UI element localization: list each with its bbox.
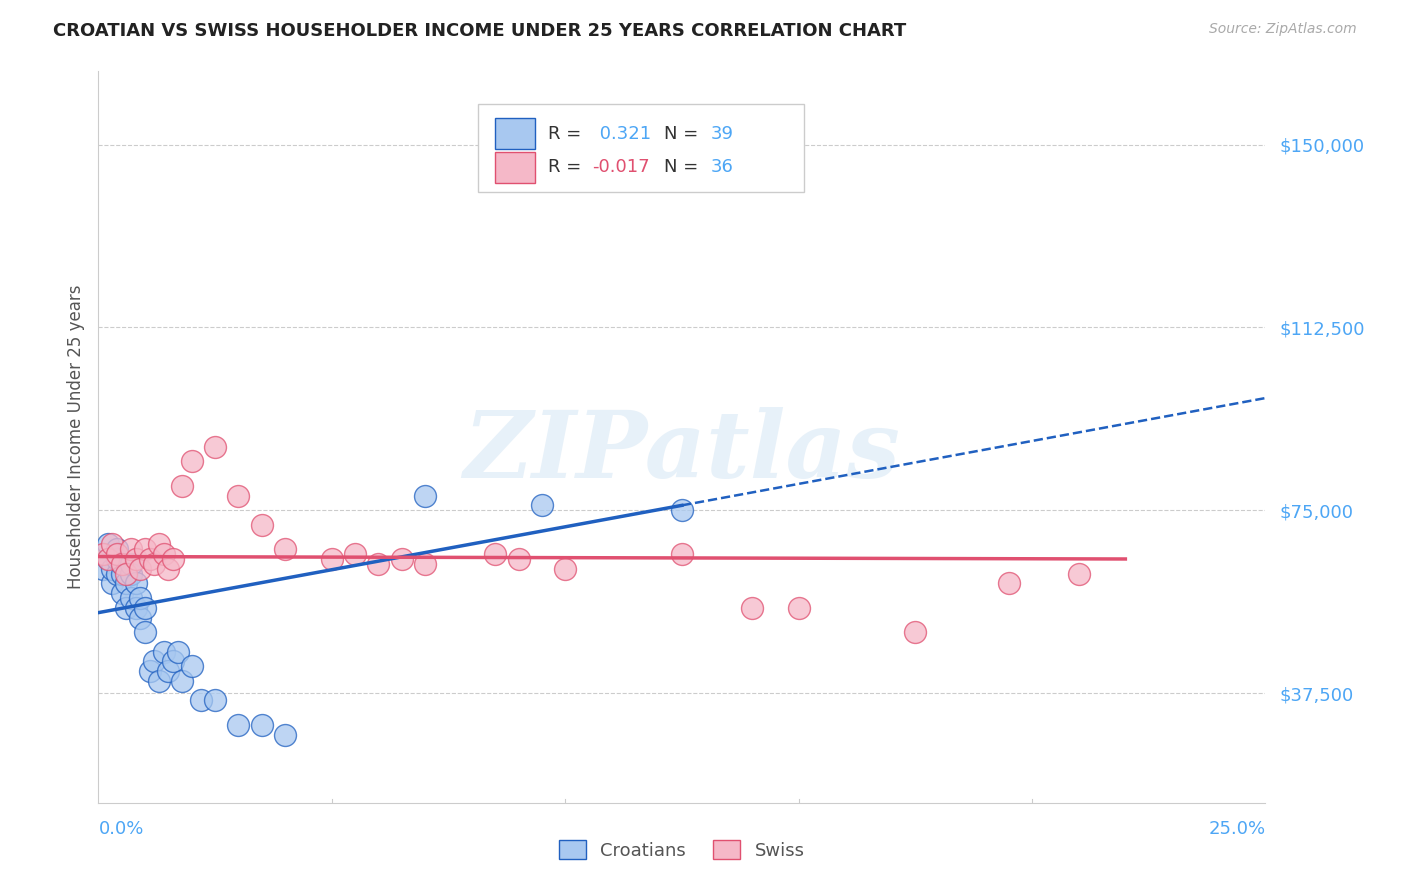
Point xyxy=(111,557,134,571)
Point xyxy=(172,673,194,688)
Point xyxy=(157,562,180,576)
Point xyxy=(125,600,148,615)
Point xyxy=(120,566,142,581)
Point xyxy=(105,542,128,557)
Point xyxy=(134,600,156,615)
Point xyxy=(101,537,124,551)
Text: N =: N = xyxy=(665,125,704,143)
Text: 0.0%: 0.0% xyxy=(98,820,143,838)
Point xyxy=(120,591,142,605)
Point xyxy=(741,600,763,615)
Point xyxy=(228,489,250,503)
Point xyxy=(143,654,166,668)
Point xyxy=(180,659,202,673)
Point xyxy=(125,552,148,566)
Point xyxy=(204,693,226,707)
Point xyxy=(105,552,128,566)
Point xyxy=(115,600,138,615)
Point xyxy=(1067,566,1090,581)
Point xyxy=(125,576,148,591)
Point xyxy=(105,566,128,581)
Point xyxy=(105,547,128,561)
Point xyxy=(671,503,693,517)
Point xyxy=(413,557,436,571)
Text: 0.321: 0.321 xyxy=(595,125,651,143)
Point xyxy=(787,600,810,615)
Point xyxy=(391,552,413,566)
Point xyxy=(115,566,138,581)
Point xyxy=(204,440,226,454)
Point xyxy=(148,673,170,688)
FancyBboxPatch shape xyxy=(495,152,534,183)
Legend: Croatians, Swiss: Croatians, Swiss xyxy=(551,833,813,867)
Text: 36: 36 xyxy=(711,158,734,177)
Point xyxy=(530,499,553,513)
Point xyxy=(367,557,389,571)
Point xyxy=(997,576,1019,591)
Point xyxy=(190,693,212,707)
Point xyxy=(97,537,120,551)
Point xyxy=(91,562,114,576)
Point xyxy=(152,645,174,659)
Point xyxy=(111,557,134,571)
Point xyxy=(344,547,367,561)
Text: CROATIAN VS SWISS HOUSEHOLDER INCOME UNDER 25 YEARS CORRELATION CHART: CROATIAN VS SWISS HOUSEHOLDER INCOME UND… xyxy=(53,22,907,40)
Point xyxy=(101,576,124,591)
Point xyxy=(139,664,162,678)
Point xyxy=(554,562,576,576)
Point xyxy=(120,542,142,557)
Y-axis label: Householder Income Under 25 years: Householder Income Under 25 years xyxy=(66,285,84,590)
Point xyxy=(111,586,134,600)
Point xyxy=(129,610,152,624)
FancyBboxPatch shape xyxy=(495,118,534,149)
Point xyxy=(274,727,297,741)
Point xyxy=(97,552,120,566)
Point xyxy=(484,547,506,561)
Point xyxy=(129,562,152,576)
Point xyxy=(274,542,297,557)
Point xyxy=(120,557,142,571)
Point xyxy=(162,654,184,668)
Point xyxy=(671,547,693,561)
Point xyxy=(143,557,166,571)
Text: R =: R = xyxy=(548,125,586,143)
Text: ZIPatlas: ZIPatlas xyxy=(464,407,900,497)
Text: 39: 39 xyxy=(711,125,734,143)
Point xyxy=(152,547,174,561)
Point xyxy=(157,664,180,678)
Point xyxy=(115,576,138,591)
Point xyxy=(91,547,114,561)
Point xyxy=(111,566,134,581)
Point xyxy=(180,454,202,468)
Point xyxy=(166,645,188,659)
Point xyxy=(101,562,124,576)
Point xyxy=(413,489,436,503)
Point xyxy=(508,552,530,566)
Text: -0.017: -0.017 xyxy=(592,158,650,177)
Point xyxy=(228,718,250,732)
Text: 25.0%: 25.0% xyxy=(1208,820,1265,838)
Point xyxy=(250,517,273,532)
Point xyxy=(162,552,184,566)
Point xyxy=(97,552,120,566)
Point xyxy=(148,537,170,551)
FancyBboxPatch shape xyxy=(478,104,804,192)
Text: N =: N = xyxy=(665,158,704,177)
Point xyxy=(904,625,927,640)
Point xyxy=(321,552,343,566)
Point xyxy=(134,542,156,557)
Point xyxy=(250,718,273,732)
Point xyxy=(134,625,156,640)
Point xyxy=(129,591,152,605)
Point xyxy=(172,479,194,493)
Text: R =: R = xyxy=(548,158,586,177)
Text: Source: ZipAtlas.com: Source: ZipAtlas.com xyxy=(1209,22,1357,37)
Point xyxy=(139,552,162,566)
